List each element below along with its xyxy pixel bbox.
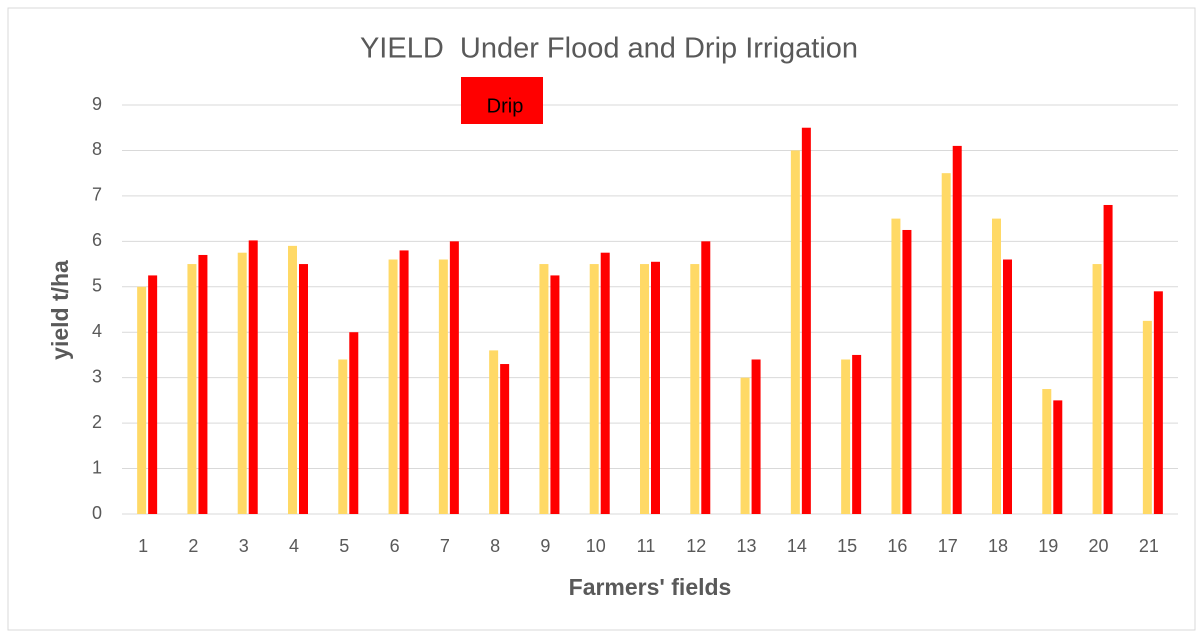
x-tick-label: 12 [686,536,706,556]
bar [952,145,962,514]
chart-title: YIELD Under Flood and Drip Irrigation [360,33,858,65]
bar [1042,389,1052,514]
y-tick-label: 0 [92,503,102,523]
y-tick-label: 1 [92,457,102,477]
x-tick-label: 18 [988,536,1008,556]
bar [288,245,297,514]
x-tick-label: 19 [1038,536,1058,556]
x-tick-label: 8 [490,536,500,556]
x-tick-label: 21 [1139,536,1159,556]
x-tick-label: 10 [586,536,606,556]
bar [449,241,459,515]
x-tick-label: 15 [837,536,857,556]
bar [489,350,499,514]
bar [148,275,158,514]
bar [902,229,912,514]
y-tick-label: 7 [92,185,102,205]
x-tick-label: 4 [289,536,299,556]
bar [349,332,359,514]
bar [852,354,862,514]
y-tick-label: 8 [92,139,102,159]
y-tick-label: 6 [92,230,102,250]
bar [198,254,208,514]
x-tick-label: 3 [239,536,249,556]
x-tick-label: 13 [737,536,757,556]
bar [248,240,258,514]
bar [438,259,448,514]
bar [299,264,308,514]
bar [550,275,560,514]
bar [801,127,811,514]
x-tick-label: 9 [540,536,550,556]
bar [237,252,247,514]
legend-swatch [461,77,543,124]
bar [1053,400,1063,514]
bar [941,173,951,514]
bar [891,218,901,514]
bar [841,359,851,514]
x-tick-label: 5 [339,536,349,556]
bar [1153,291,1163,514]
bar [388,259,398,514]
bar [640,264,649,514]
bar [1003,259,1012,514]
bar [589,264,599,514]
bar [1103,204,1113,514]
bar [690,264,700,514]
x-tick-label: 11 [637,536,656,556]
bar [399,250,409,514]
bar [701,241,711,515]
bar [137,286,147,514]
bar [338,359,348,514]
bar [187,264,197,514]
x-tick-label: 17 [938,536,958,556]
bar [539,264,549,514]
bar [1142,320,1152,514]
bar [1092,264,1102,514]
x-tick-label: 7 [440,536,450,556]
x-tick-label: 6 [390,536,400,556]
x-tick-label: 14 [787,536,807,556]
y-tick-label: 4 [92,321,102,341]
y-tick-label: 2 [92,412,102,432]
x-axis-label: Farmers' fields [569,574,732,600]
x-tick-label: 16 [887,536,907,556]
bar [740,377,750,514]
y-tick-label: 3 [92,366,102,386]
bar [790,150,800,514]
y-tick-label: 9 [92,94,102,114]
bar [651,261,660,514]
bar [751,359,761,514]
x-tick-label: 2 [188,536,198,556]
bar [500,364,510,514]
x-tick-label: 1 [138,536,148,556]
bar [992,218,1001,514]
y-axis-label: yield t/ha [47,260,73,360]
x-tick-label: 20 [1089,536,1109,556]
bar [600,252,610,514]
legend-label: Drip [487,95,524,117]
y-tick-label: 5 [92,276,102,296]
